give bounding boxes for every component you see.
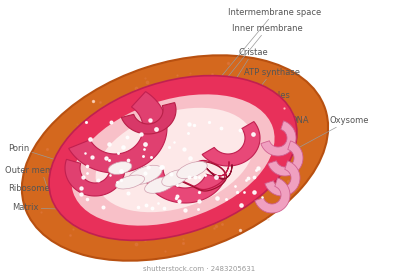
Ellipse shape xyxy=(115,175,144,189)
Text: ATP synthase: ATP synthase xyxy=(220,67,300,138)
Text: Porin: Porin xyxy=(8,144,72,165)
Ellipse shape xyxy=(71,94,275,226)
Ellipse shape xyxy=(49,76,297,241)
Text: Matrix: Matrix xyxy=(12,204,95,213)
Polygon shape xyxy=(265,161,300,196)
Ellipse shape xyxy=(128,165,162,185)
Text: Outer membrane: Outer membrane xyxy=(5,165,78,190)
Ellipse shape xyxy=(22,55,328,261)
Ellipse shape xyxy=(177,162,207,179)
Text: Inner membrane: Inner membrane xyxy=(205,24,303,105)
Ellipse shape xyxy=(144,177,176,193)
Polygon shape xyxy=(65,159,125,196)
Text: Intermembrane space: Intermembrane space xyxy=(210,8,321,90)
Polygon shape xyxy=(268,141,303,176)
Polygon shape xyxy=(69,92,167,173)
Polygon shape xyxy=(255,178,290,213)
Text: Ribosome: Ribosome xyxy=(8,183,72,200)
Ellipse shape xyxy=(162,170,188,186)
Text: DNA: DNA xyxy=(255,116,308,168)
Text: Cristae: Cristae xyxy=(210,48,268,120)
Text: shutterstock.com · 2483205631: shutterstock.com · 2483205631 xyxy=(143,266,256,272)
Polygon shape xyxy=(121,102,176,134)
Text: Granules: Granules xyxy=(235,90,290,155)
Polygon shape xyxy=(143,168,225,203)
Text: Oxysome: Oxysome xyxy=(285,116,369,155)
Ellipse shape xyxy=(108,162,132,174)
Polygon shape xyxy=(202,122,260,166)
Polygon shape xyxy=(261,121,296,156)
Ellipse shape xyxy=(96,108,255,212)
